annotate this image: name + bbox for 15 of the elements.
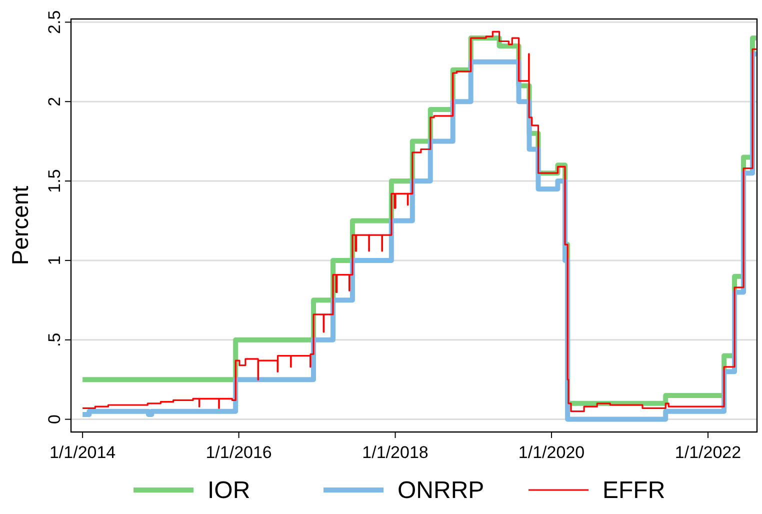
- x-tick-label: 1/1/2014: [49, 443, 116, 462]
- x-tick-label: 1/1/2022: [674, 443, 742, 462]
- x-tick-label: 1/1/2020: [518, 443, 585, 462]
- x-tick-label: 1/1/2018: [362, 443, 428, 462]
- y-axis-title: Percent: [7, 185, 33, 266]
- x-tick-label: 1/1/2016: [206, 443, 272, 462]
- y-tick-label: 1: [45, 256, 64, 266]
- y-tick-label: 2: [45, 96, 64, 106]
- legend-label: EFFR: [602, 477, 666, 504]
- y-tick-label: 0: [45, 414, 64, 424]
- y-tick-label: 1.5: [45, 169, 64, 193]
- y-tick-label: .5: [45, 332, 64, 347]
- legend-label: IOR: [208, 477, 250, 504]
- legend-label: ONRRP: [398, 477, 484, 504]
- y-tick-label: 2.5: [45, 10, 64, 34]
